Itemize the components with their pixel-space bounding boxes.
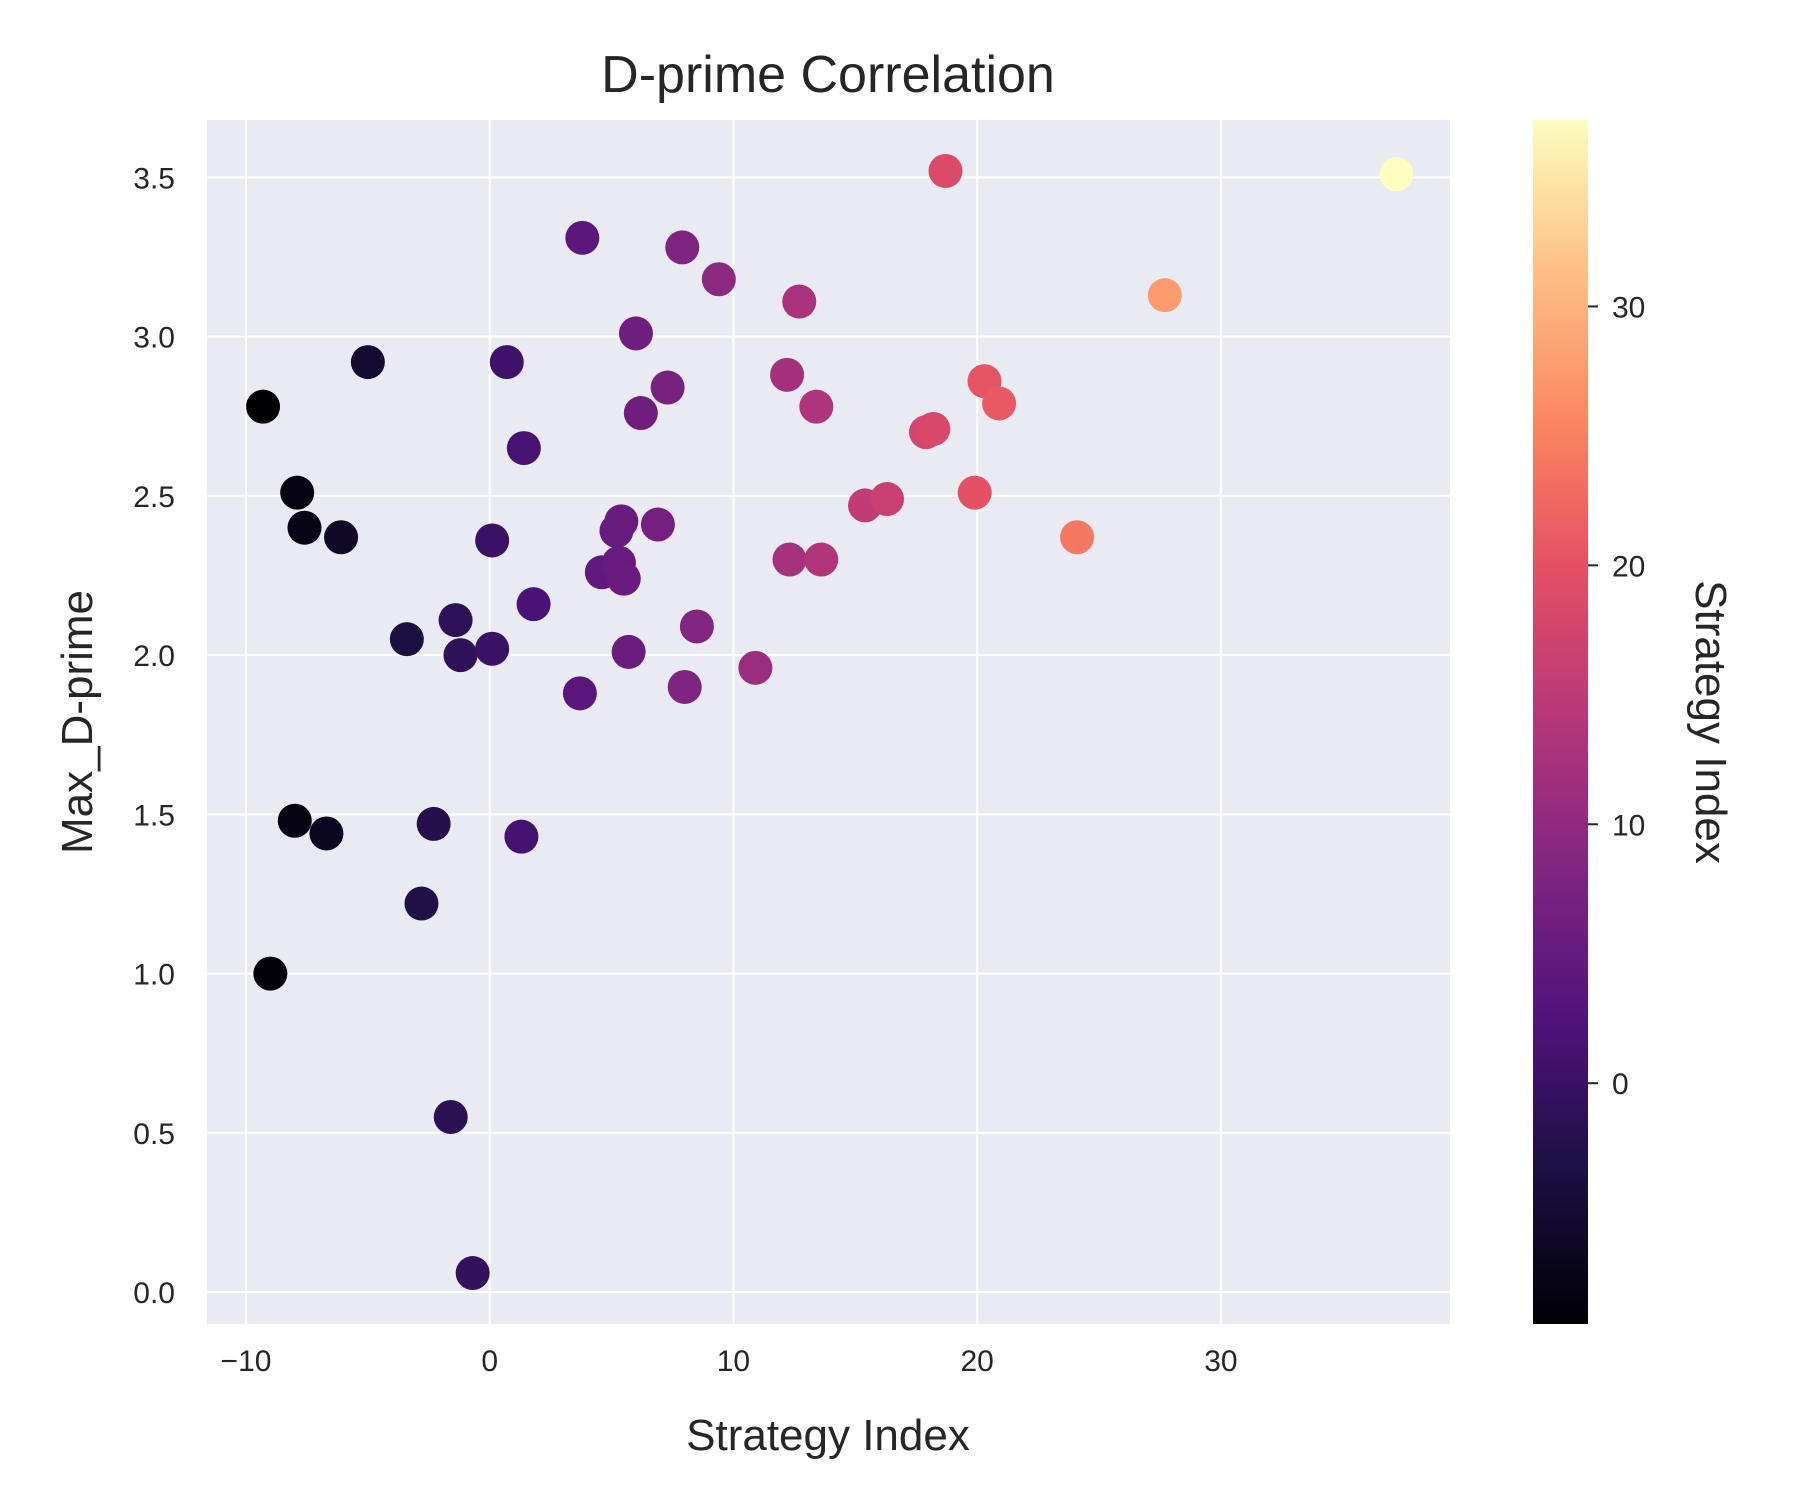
y-tick-label: 2.5 (133, 481, 175, 514)
y-tick-label: 0.5 (133, 1118, 175, 1151)
colorbar-tick-label: 30 (1612, 291, 1645, 324)
plot-area (207, 120, 1450, 1324)
colorbar (1533, 120, 1588, 1324)
data-point (640, 507, 675, 542)
data-point (504, 819, 539, 854)
data-point (475, 631, 510, 666)
data-point (957, 475, 992, 510)
data-point (309, 816, 344, 851)
data-point (443, 638, 478, 673)
data-point (516, 587, 551, 622)
data-point (433, 1099, 468, 1134)
data-point (606, 561, 641, 596)
data-point (804, 542, 839, 577)
x-tick-label: −10 (221, 1345, 272, 1378)
data-point (928, 153, 963, 188)
data-points (246, 153, 1414, 1291)
data-point (280, 475, 315, 510)
data-point (667, 669, 702, 704)
y-tick-label: 3.5 (133, 162, 175, 195)
data-point (869, 482, 904, 517)
data-point (738, 650, 773, 685)
data-point (650, 370, 685, 405)
data-point (506, 431, 541, 466)
data-point (623, 396, 658, 431)
data-point (489, 345, 524, 380)
data-point (416, 806, 451, 841)
data-point (562, 676, 597, 711)
data-point (701, 262, 736, 297)
x-tick-labels: −10 0 10 20 30 (221, 1345, 1238, 1378)
data-point (277, 803, 312, 838)
colorbar-label: Strategy Index (1686, 580, 1735, 864)
colorbar-tick-label: 0 (1612, 1068, 1629, 1101)
data-point (1060, 520, 1095, 555)
y-tick-labels: 0.0 0.5 1.0 1.5 2.0 2.5 3.0 3.5 (133, 162, 175, 1310)
data-point (565, 220, 600, 255)
y-axis-label: Max_D-prime (53, 590, 102, 854)
colorbar-tick-label: 10 (1612, 809, 1645, 842)
data-point (604, 504, 639, 539)
data-point (770, 357, 805, 392)
y-tick-label: 1.0 (133, 959, 175, 992)
data-point (438, 603, 473, 638)
x-tick-label: 30 (1204, 1345, 1237, 1378)
data-point (772, 542, 807, 577)
data-point (475, 523, 510, 558)
data-point (916, 411, 951, 446)
data-point (611, 634, 646, 669)
colorbar-tick-label: 20 (1612, 550, 1645, 583)
colorbar-ticks: 0 10 20 30 (1588, 291, 1645, 1101)
data-point (679, 609, 714, 644)
y-tick-label: 1.5 (133, 799, 175, 832)
x-tick-label: 20 (960, 1345, 993, 1378)
x-tick-label: 0 (481, 1345, 498, 1378)
y-tick-label: 3.0 (133, 322, 175, 355)
data-point (618, 316, 653, 351)
data-point (455, 1256, 490, 1291)
data-point (404, 886, 439, 921)
data-point (799, 389, 834, 424)
data-point (350, 345, 385, 380)
data-point (1379, 157, 1414, 192)
data-point (246, 389, 281, 424)
chart-title: D-prime Correlation (601, 46, 1055, 104)
grid (207, 120, 1450, 1324)
data-point (782, 284, 817, 319)
y-tick-label: 0.0 (133, 1277, 175, 1310)
data-point (324, 520, 359, 555)
y-tick-label: 2.0 (133, 640, 175, 673)
data-point (287, 510, 322, 545)
data-point (253, 956, 288, 991)
data-point (389, 622, 424, 657)
x-axis-label: Strategy Index (686, 1411, 970, 1460)
data-point (1147, 278, 1182, 313)
x-tick-label: 10 (717, 1345, 750, 1378)
data-point (665, 230, 700, 265)
data-point (982, 386, 1017, 421)
